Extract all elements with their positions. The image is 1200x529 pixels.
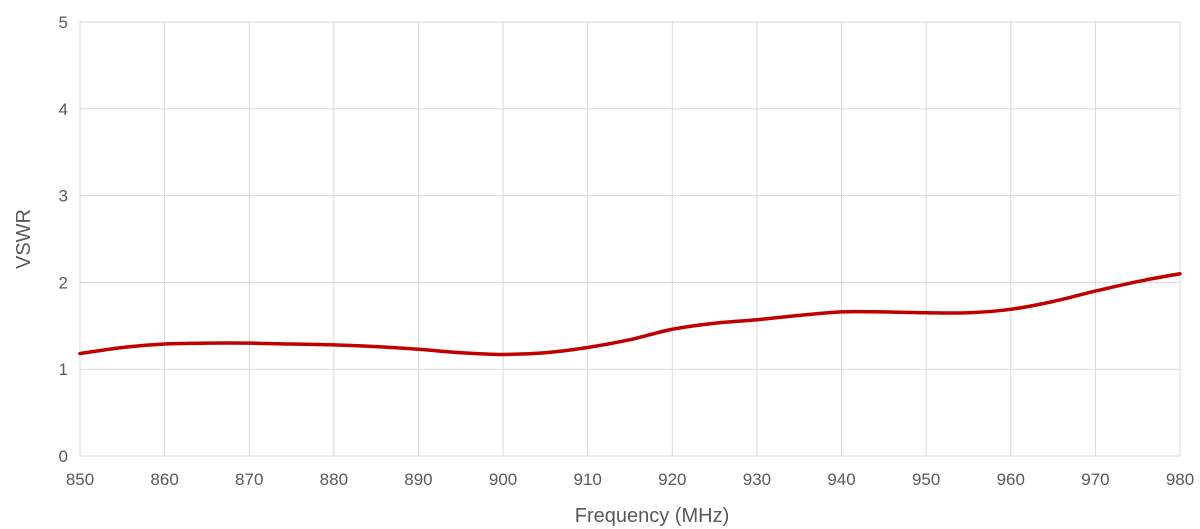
- x-tick-label: 870: [235, 470, 263, 489]
- x-tick-label: 940: [827, 470, 855, 489]
- x-tick-label: 960: [997, 470, 1025, 489]
- x-tick-label: 890: [404, 470, 432, 489]
- y-tick-label: 0: [59, 447, 68, 466]
- x-tick-label: 850: [66, 470, 94, 489]
- y-tick-label: 3: [59, 187, 68, 206]
- x-axis-title: Frequency (MHz): [575, 505, 729, 527]
- x-tick-label: 970: [1081, 470, 1109, 489]
- x-tick-label: 910: [574, 470, 602, 489]
- x-tick-label: 860: [150, 470, 178, 489]
- y-axis-title: VSWR: [13, 209, 35, 269]
- x-tick-label: 980: [1166, 470, 1194, 489]
- series-layer: [78, 271, 1182, 357]
- grid-lines: [79, 21, 1181, 457]
- x-tick-label: 880: [320, 470, 348, 489]
- y-tick-labels: 0 1 2 3 4 5: [59, 13, 68, 466]
- x-tick-label: 920: [658, 470, 686, 489]
- vswr-series-line: [78, 271, 1182, 357]
- x-tick-label: 930: [743, 470, 771, 489]
- y-tick-label: 5: [59, 13, 68, 32]
- x-tick-label: 900: [489, 470, 517, 489]
- y-tick-label: 2: [59, 273, 68, 292]
- y-tick-label: 1: [59, 360, 68, 379]
- x-tick-labels: 850 860 870 880 890 900 910 920 930 940 950 960 970 9…: [66, 470, 1194, 489]
- x-tick-label: 950: [912, 470, 940, 489]
- y-tick-label: 4: [59, 100, 68, 119]
